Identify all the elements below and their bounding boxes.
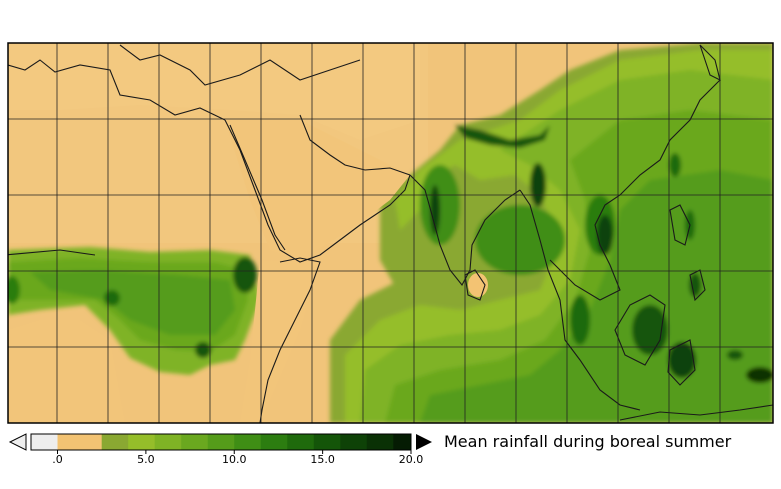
legend-title: Mean rainfall during boreal summer xyxy=(444,432,732,451)
colorbar-tick-label: 15.0 xyxy=(310,453,335,466)
north-dry xyxy=(8,43,420,140)
map-border xyxy=(7,42,774,424)
colorbar-level-10 xyxy=(313,434,341,450)
colorbar-level-0 xyxy=(31,434,59,450)
colorbar-level-5 xyxy=(181,434,209,450)
colorbar-segments xyxy=(31,434,412,454)
colorbar-level-12 xyxy=(366,434,394,450)
colorbar-level-4 xyxy=(154,434,182,450)
colorbar-level-2 xyxy=(101,434,129,450)
colorbar-under-arrow xyxy=(8,433,27,451)
colorbar-over-arrow xyxy=(416,434,432,450)
colorbar-level-7 xyxy=(234,434,262,450)
colorbar-tick-label: 10.0 xyxy=(222,453,247,466)
colorbar-level-6 xyxy=(207,434,235,450)
colorbar xyxy=(8,433,432,454)
colorbar-outline xyxy=(30,433,412,451)
rainfall-field xyxy=(8,43,773,423)
africa-rain-belt xyxy=(8,247,260,375)
asia-rain-field xyxy=(330,43,773,423)
colorbar-level-13 xyxy=(393,434,412,450)
colorbar-level-1 xyxy=(57,434,103,450)
colorbar-level-8 xyxy=(260,434,288,450)
colorbar-level-9 xyxy=(287,434,315,450)
colorbar-level-11 xyxy=(340,434,368,450)
horn-dry xyxy=(240,260,320,423)
colorbar-level-3 xyxy=(128,434,156,450)
colorbar-tick-label: .0 xyxy=(52,453,63,466)
lat-lon-grid xyxy=(8,43,773,423)
coastlines xyxy=(8,44,773,423)
southwest-dry xyxy=(8,320,125,423)
colorbar-tick-label: 5.0 xyxy=(137,453,155,466)
colorbar-tick-label: 20.0 xyxy=(398,453,424,466)
